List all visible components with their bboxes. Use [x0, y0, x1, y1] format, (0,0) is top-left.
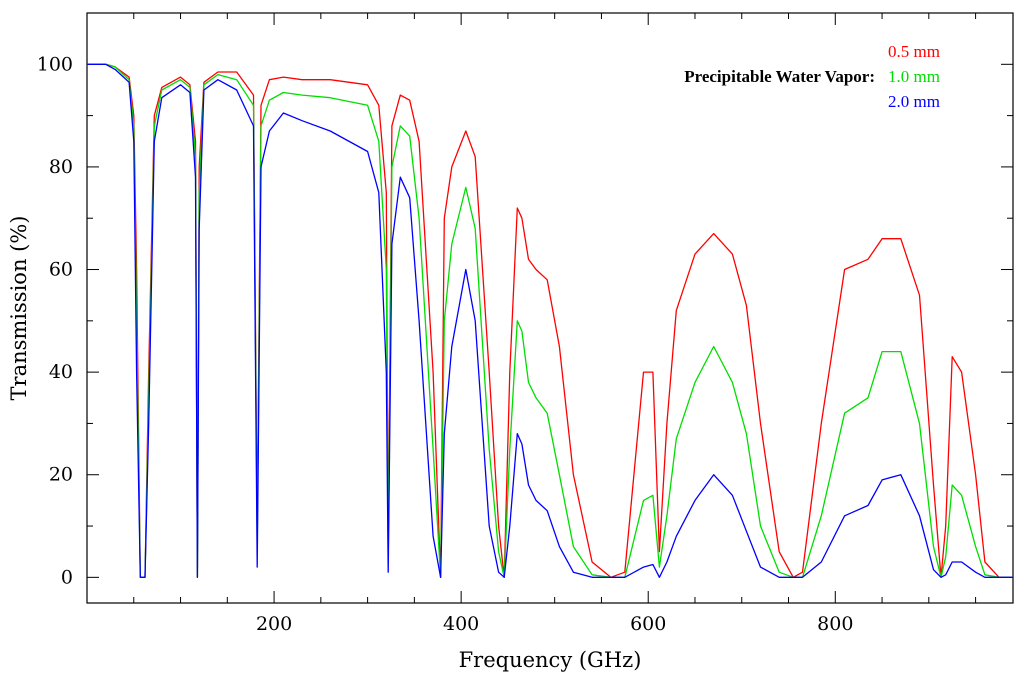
y-tick-label-20: 20 — [49, 464, 73, 486]
series-line-0-5mm — [87, 63, 1013, 578]
y-tick-label-100: 100 — [37, 53, 73, 75]
series-line-2-0mm — [87, 63, 1013, 578]
legend: Precipitable Water Vapor: 0.5 mm 1.0 mm … — [684, 42, 940, 111]
plot-area-frame — [86, 12, 1014, 604]
legend-entry-2-0mm: 2.0 mm — [888, 92, 940, 111]
x-axis-title: Frequency (GHz) — [459, 648, 642, 672]
x-tick-label-600: 600 — [630, 613, 666, 635]
x-tick-label-400: 400 — [443, 613, 479, 635]
y-tick-label-0: 0 — [61, 566, 73, 588]
legend-entry-1-0mm: 1.0 mm — [888, 67, 940, 86]
y-tick-label-60: 60 — [49, 259, 73, 281]
x-tick-label-800: 800 — [817, 613, 853, 635]
legend-title: Precipitable Water Vapor: — [684, 67, 875, 86]
y-tick-label-80: 80 — [49, 156, 73, 178]
x-tick-label-200: 200 — [256, 613, 292, 635]
series-layer — [87, 63, 1013, 578]
legend-entry-0-5mm: 0.5 mm — [888, 42, 940, 61]
series-line-1-0mm — [87, 63, 1013, 578]
y-tick-label-40: 40 — [49, 361, 73, 383]
y-axis-title: Transmission (%) — [7, 216, 31, 401]
axis-ticks: 200 400 600 800 0 20 40 60 80 100 — [37, 12, 1013, 635]
